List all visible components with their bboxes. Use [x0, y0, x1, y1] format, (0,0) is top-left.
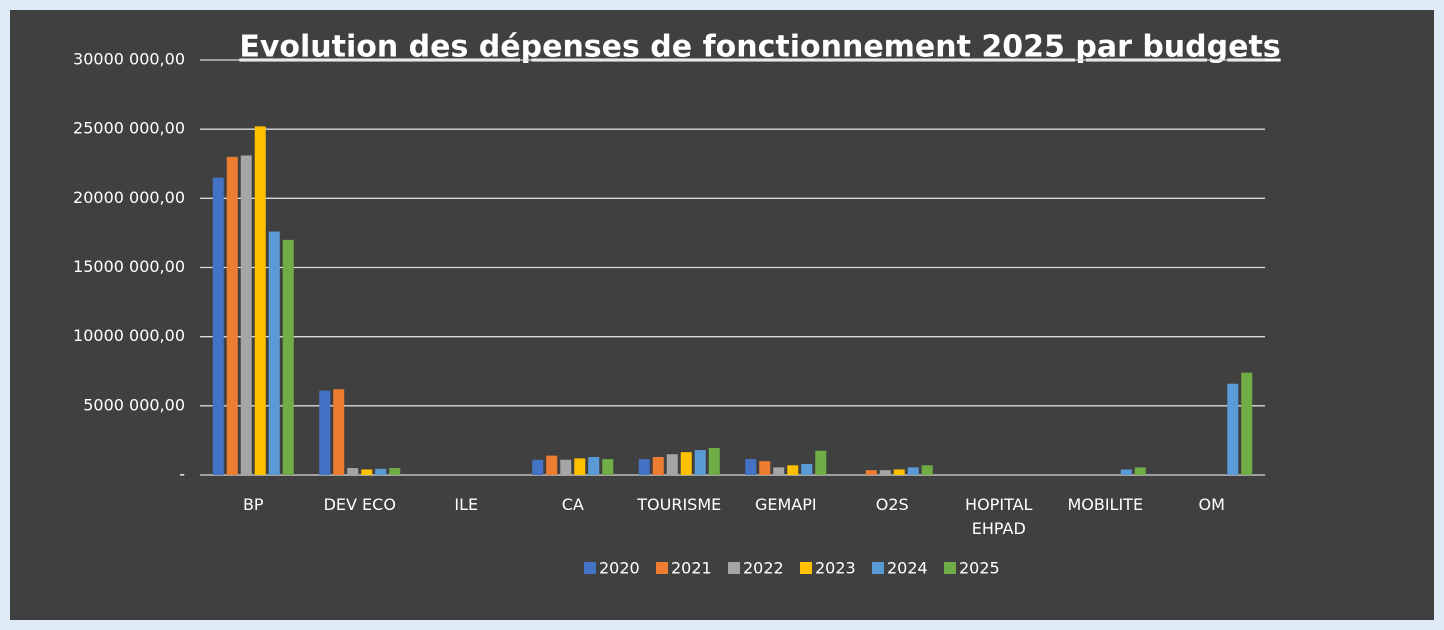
bar — [652, 457, 664, 475]
chart-title: Evolution des dépenses de fonctionnement… — [239, 30, 1280, 65]
bar — [1227, 383, 1239, 475]
legend-swatch — [800, 562, 812, 574]
bar — [787, 465, 799, 475]
y-tick-label: 10000 000,00 — [73, 326, 185, 345]
bar — [319, 390, 331, 475]
legend-label: 2024 — [887, 559, 928, 578]
y-tick-label: 15000 000,00 — [73, 257, 185, 276]
x-tick-label: HOPITAL EHPAD — [965, 495, 1033, 538]
bar — [532, 459, 544, 475]
bar — [361, 469, 373, 475]
bar — [574, 458, 586, 475]
bar — [602, 459, 614, 475]
legend-label: 2023 — [815, 559, 856, 578]
x-tick-label: OM — [1198, 495, 1225, 514]
bar — [212, 177, 224, 476]
y-tick-label: - — [179, 465, 185, 484]
bar — [694, 450, 706, 475]
bar — [708, 448, 720, 475]
bar — [546, 455, 558, 475]
bar — [588, 457, 600, 475]
bar — [801, 463, 813, 475]
bar — [759, 461, 771, 475]
x-tick-label: ILE — [454, 495, 479, 514]
y-tick-label: 5000 000,00 — [83, 395, 185, 414]
bar — [773, 467, 785, 475]
bar — [333, 389, 345, 475]
bar — [680, 452, 692, 475]
bar — [268, 231, 280, 475]
bar — [560, 459, 572, 475]
legend-swatch — [584, 562, 596, 574]
legend-swatch — [656, 562, 668, 574]
legend-swatch — [944, 562, 956, 574]
x-tick-label: O2S — [875, 495, 909, 514]
x-tick-label: CA — [561, 495, 584, 514]
bar — [1134, 467, 1146, 475]
bar — [1241, 372, 1253, 475]
bar — [893, 469, 905, 475]
legend-label: 2022 — [743, 559, 784, 578]
legend-swatch — [872, 562, 884, 574]
bar — [375, 468, 387, 475]
bar — [638, 459, 650, 475]
bar — [240, 155, 252, 475]
x-tick-label: BP — [242, 495, 264, 514]
x-tick-label: MOBILITE — [1067, 495, 1144, 514]
legend-label: 2025 — [959, 559, 1000, 578]
y-tick-label: 25000 000,00 — [73, 119, 185, 138]
bar — [815, 450, 827, 475]
y-tick-label: 30000 000,00 — [73, 50, 185, 69]
bar — [1120, 469, 1132, 475]
y-tick-label: 20000 000,00 — [73, 188, 185, 207]
bar — [879, 470, 891, 475]
bar — [745, 459, 757, 475]
legend-swatch — [728, 562, 740, 574]
bar — [226, 156, 238, 476]
bar — [282, 239, 294, 475]
bar — [907, 467, 919, 475]
x-tick-label: DEV ECO — [323, 495, 396, 514]
bar — [865, 470, 877, 475]
bar — [347, 468, 359, 475]
legend-label: 2020 — [599, 559, 640, 578]
legend-label: 2021 — [671, 559, 712, 578]
x-tick-label: TOURISME — [637, 495, 722, 514]
x-tick-label: GEMAPI — [754, 495, 817, 514]
bar — [666, 454, 678, 475]
bar — [254, 126, 266, 476]
bar — [389, 468, 401, 475]
bar — [921, 465, 933, 475]
